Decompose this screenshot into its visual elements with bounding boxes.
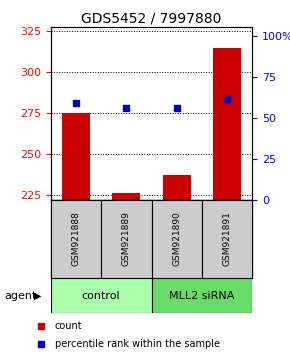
Bar [213,48,241,200]
Text: ▶: ▶ [34,291,41,301]
Bar [62,113,90,200]
Bar [163,176,191,200]
Text: MLL2 siRNA: MLL2 siRNA [169,291,235,301]
Bar [113,194,140,200]
Bar [202,200,252,278]
Text: GSM921888: GSM921888 [71,211,80,267]
Bar [51,200,101,278]
Text: percentile rank within the sample: percentile rank within the sample [55,339,220,349]
Bar [152,200,202,278]
Text: GSM921889: GSM921889 [122,211,131,267]
Bar [101,200,152,278]
Bar [152,278,252,313]
Bar [51,278,152,313]
Text: agent: agent [4,291,37,301]
Title: GDS5452 / 7997880: GDS5452 / 7997880 [81,11,222,25]
Text: control: control [82,291,120,301]
Text: GSM921890: GSM921890 [172,211,181,267]
Text: count: count [55,321,82,331]
Text: GSM921891: GSM921891 [223,211,232,267]
